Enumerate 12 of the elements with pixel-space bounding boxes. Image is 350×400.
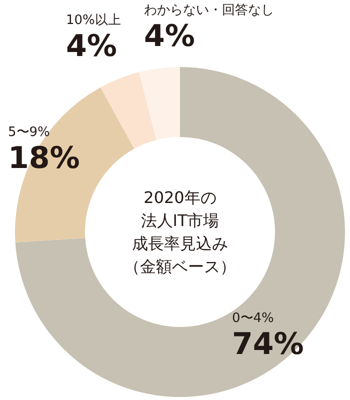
text: 2020年の: [144, 188, 216, 207]
data-label: 18%: [8, 141, 80, 176]
slice-label: 10%以上: [66, 13, 121, 28]
slice-label: わからない・回答なし: [144, 3, 274, 18]
text: 成長率見込み: [132, 234, 228, 253]
slice-label: 5〜9%: [8, 125, 50, 140]
data-label: 4%: [144, 19, 195, 54]
text: 法人IT市場: [140, 211, 220, 230]
data-label: 74%: [232, 327, 304, 362]
text: （金額ベース）: [124, 257, 236, 276]
slice-label: 0〜4%: [232, 311, 274, 326]
data-label: 4%: [66, 29, 117, 64]
